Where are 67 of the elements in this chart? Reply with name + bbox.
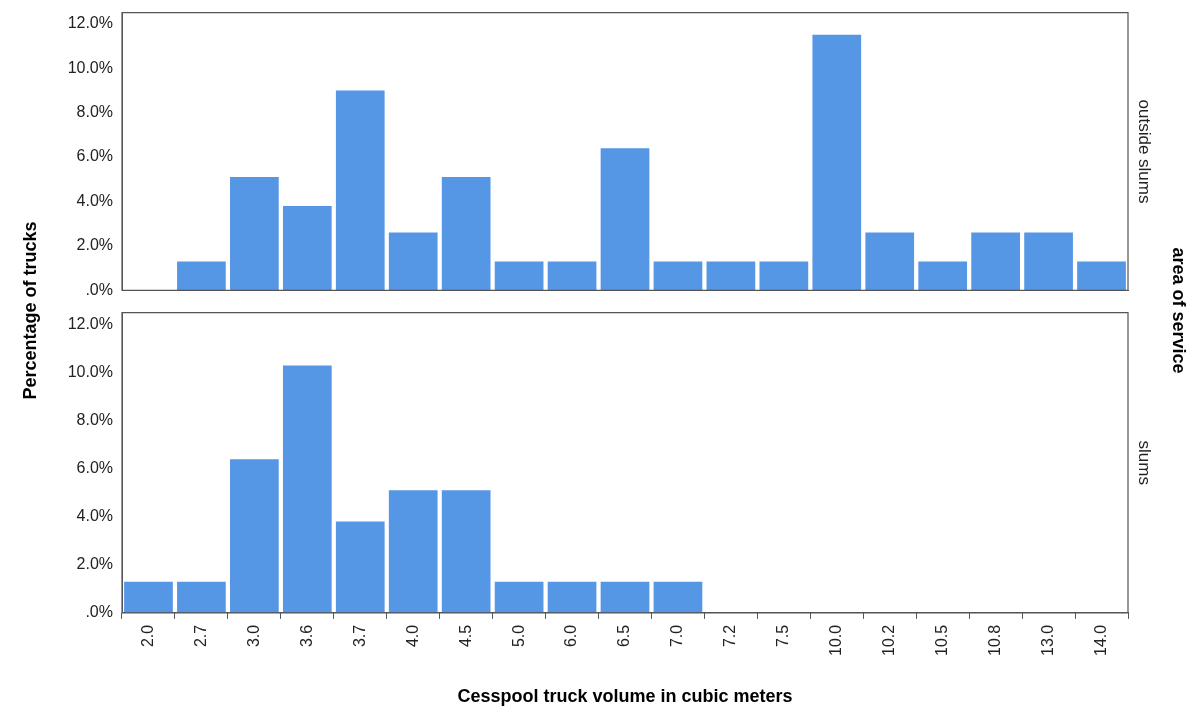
text: outside slums <box>1135 99 1155 204</box>
y-tick-label: 8.0% <box>76 103 113 121</box>
bar <box>282 205 332 291</box>
x-tick-label: 3.6 <box>297 624 315 648</box>
y2-axis-title: area of service <box>1167 246 1189 376</box>
bar <box>600 148 650 291</box>
x-tick-label: 4.0 <box>403 624 421 648</box>
x-tick-label: 4.5 <box>456 624 474 648</box>
x-tick-label: 10.5 <box>933 624 951 656</box>
bar <box>600 581 650 613</box>
y-tick-label: 10.0% <box>67 58 113 76</box>
text: slums <box>1135 440 1155 485</box>
x-tick-label: 13.0 <box>1038 624 1056 656</box>
bar <box>812 34 862 291</box>
x-tick-label: 6.5 <box>615 624 633 648</box>
bar <box>918 261 968 291</box>
x-tick-label: 10.8 <box>986 624 1004 656</box>
bar <box>547 581 597 613</box>
bar <box>494 581 544 613</box>
y-tick-label: .0% <box>85 603 113 621</box>
y-tick-label: 2.0% <box>76 555 113 573</box>
bar <box>441 490 491 613</box>
bar <box>1077 261 1126 291</box>
x-tick-label: 14.0 <box>1091 624 1109 656</box>
bar <box>177 261 226 291</box>
y-tick-label: 4.0% <box>76 191 113 209</box>
bar <box>282 365 332 613</box>
x-tick-label: 7.2 <box>721 624 739 648</box>
bar <box>865 232 915 291</box>
x-tick-label: 7.5 <box>774 624 792 648</box>
x-tick-label: 5.0 <box>509 624 527 648</box>
x-tick-label: 7.0 <box>668 624 686 648</box>
bar <box>971 232 1020 291</box>
bar <box>177 581 226 613</box>
x-tick-label: 10.2 <box>880 624 898 656</box>
x-tick-label: 2.7 <box>191 624 209 648</box>
bar <box>335 521 385 613</box>
x-tick-label: 3.7 <box>350 624 368 648</box>
bar <box>441 177 491 291</box>
y-tick-label: 12.0% <box>67 315 113 333</box>
bar <box>388 490 438 613</box>
x-tick-label: 10.0 <box>827 624 845 656</box>
bar <box>230 177 279 291</box>
x-tick-label: 2.0 <box>138 624 156 648</box>
y-tick-label: 6.0% <box>76 459 113 477</box>
y-tick-label: 8.0% <box>76 411 113 429</box>
bar <box>653 261 703 291</box>
bar <box>335 90 385 291</box>
bar <box>547 261 597 291</box>
bar <box>1024 232 1073 291</box>
bar <box>653 581 703 613</box>
bar <box>124 581 173 613</box>
y-tick-label: .0% <box>85 280 113 298</box>
y-tick-label: 10.0% <box>67 363 113 381</box>
x-tick-label: 6.0 <box>562 624 580 648</box>
y-axis-title: Percentage of trucks <box>19 220 41 402</box>
y-tick-label: 6.0% <box>76 147 113 165</box>
bar <box>388 232 438 291</box>
bar <box>230 459 279 613</box>
x-axis-title: Cesspool truck volume in cubic meters <box>456 686 794 707</box>
bar <box>759 261 809 291</box>
y-tick-label: 4.0% <box>76 507 113 525</box>
bar <box>706 261 756 291</box>
y-tick-label: 2.0% <box>76 236 113 254</box>
bar <box>494 261 544 291</box>
x-tick-label: 3.0 <box>244 624 262 648</box>
y-tick-label: 12.0% <box>67 14 113 32</box>
